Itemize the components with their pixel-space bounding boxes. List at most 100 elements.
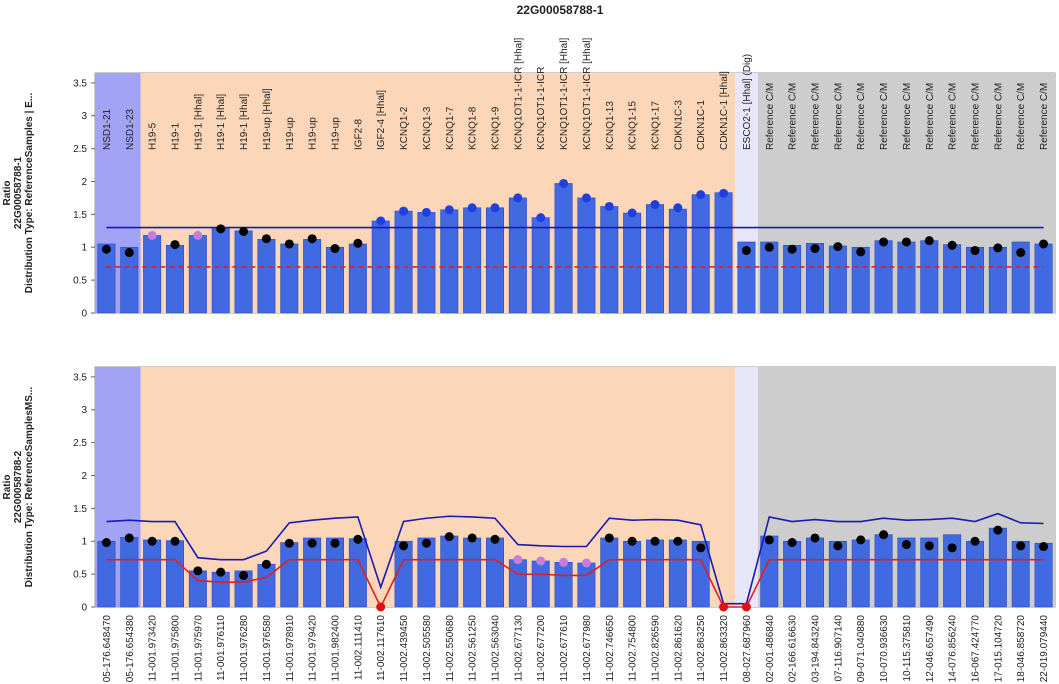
bar	[988, 246, 1007, 314]
category-label: H19-1 [Hhal]	[193, 94, 204, 150]
bar	[486, 537, 504, 608]
category-label: Reference C/M	[765, 83, 776, 150]
ratio-point	[1039, 542, 1049, 552]
ratio-point	[833, 242, 843, 252]
bar	[326, 537, 344, 608]
y-axis-label: 22G00058788-1	[13, 156, 24, 229]
category-label: 12-046.657490	[925, 615, 936, 683]
ratio-point	[787, 244, 797, 254]
bar	[97, 243, 116, 314]
category-label: CDKN1C-1	[696, 100, 707, 150]
bar	[691, 194, 710, 314]
bar	[714, 192, 733, 314]
ratio-point	[124, 248, 134, 258]
ratio-point	[993, 525, 1003, 535]
ratio-point	[376, 216, 386, 226]
ratio-point	[307, 538, 317, 548]
ratio-point	[170, 240, 180, 250]
ratio-point	[1016, 541, 1026, 551]
category-label: H19-1 [Hhal]	[216, 94, 227, 150]
category-label: 11-001.982400	[331, 615, 342, 682]
ratio-point	[421, 207, 431, 217]
category-label: KCNQ1-7	[445, 106, 456, 150]
bar	[828, 540, 847, 608]
y-tick-label: 2	[81, 177, 87, 188]
lower-threshold-line	[106, 558, 1044, 609]
bar	[668, 208, 687, 314]
bar	[988, 527, 1007, 608]
category-label: Reference C/M	[856, 83, 867, 150]
category-label: KCNQ1-17	[651, 101, 662, 150]
category-label: Reference C/M	[902, 83, 913, 150]
bar	[737, 241, 756, 314]
category-label: KCNQ1-8	[468, 106, 479, 150]
category-label: 11-002.826590	[651, 615, 662, 682]
category-label: KCNQ1OT1-1-ICR [Hhal]	[582, 38, 593, 150]
ratio-point	[513, 193, 523, 203]
bar	[348, 243, 367, 314]
category-label: 11-002.677980	[582, 615, 593, 682]
ratio-point	[947, 543, 957, 553]
bar	[691, 540, 710, 608]
bar	[851, 246, 870, 314]
ratio-point	[261, 559, 271, 569]
bar	[920, 537, 939, 608]
ratio-point	[193, 230, 203, 240]
category-label: CDKN1C-1 [Hhal]	[719, 71, 730, 150]
category-label: H19-1 [Hhal]	[239, 94, 250, 150]
category-label: 11-001.979420	[308, 615, 319, 682]
bar	[97, 540, 116, 608]
bar	[943, 244, 962, 314]
category-label: Reference C/M	[833, 83, 844, 150]
y-tick-label: 3	[81, 405, 87, 416]
ratio-point	[307, 234, 317, 244]
bar	[874, 240, 893, 314]
region	[140, 367, 735, 607]
bar	[943, 534, 962, 608]
y-axis-label: Distribution Type: ReferenceSamplesMS...	[24, 387, 35, 588]
category-label: IGF2-4 [Hhal]	[376, 90, 387, 150]
ratio-point	[170, 536, 180, 546]
upper-threshold-line	[106, 512, 1044, 605]
chart-title: 22G00058788-1	[517, 3, 604, 17]
ratio-point	[490, 534, 500, 544]
y-tick-label: 3.5	[73, 372, 87, 383]
ratio-point	[924, 541, 934, 551]
bar	[143, 539, 162, 608]
category-label: 11-001.976280	[239, 615, 250, 682]
ratio-point	[787, 538, 797, 548]
bar	[577, 562, 596, 608]
ratio-point	[901, 237, 911, 247]
y-axis-label: 22G00058788-2	[13, 450, 24, 523]
ratio-point	[284, 239, 294, 249]
ratio-point	[513, 555, 523, 565]
bar	[1011, 540, 1030, 608]
category-label: 05-176.654380	[125, 615, 136, 683]
bar	[326, 246, 344, 314]
bar	[508, 559, 527, 608]
category-label: 11-001.976580	[262, 615, 273, 682]
ratio-point	[764, 535, 774, 545]
category-label: 11-002.111410	[353, 615, 364, 680]
ratio-point	[261, 234, 271, 244]
bar	[1034, 542, 1053, 608]
ratio-point	[741, 246, 751, 256]
ratio-point	[970, 246, 980, 256]
bar	[257, 239, 276, 314]
category-label: KCNQ1OT1-1-ICR [Hhal]	[559, 38, 570, 150]
y-tick-label: 1	[81, 243, 87, 254]
bar	[897, 537, 916, 608]
ratio-point	[216, 224, 226, 234]
bar	[143, 235, 162, 314]
bar	[394, 210, 413, 314]
category-label: 22-019.079440	[1039, 615, 1050, 683]
category-label: 11-002.550680	[445, 615, 456, 682]
region	[140, 73, 735, 313]
category-label: 11-002.677200	[536, 615, 547, 682]
category-label: H19-up	[331, 117, 342, 150]
ratio-point	[650, 200, 660, 210]
category-label: 16-067.424770	[971, 615, 982, 683]
ratio-point	[879, 237, 889, 247]
category-label: 11-002.677130	[513, 615, 524, 682]
category-label: 11-002.505580	[422, 615, 433, 682]
